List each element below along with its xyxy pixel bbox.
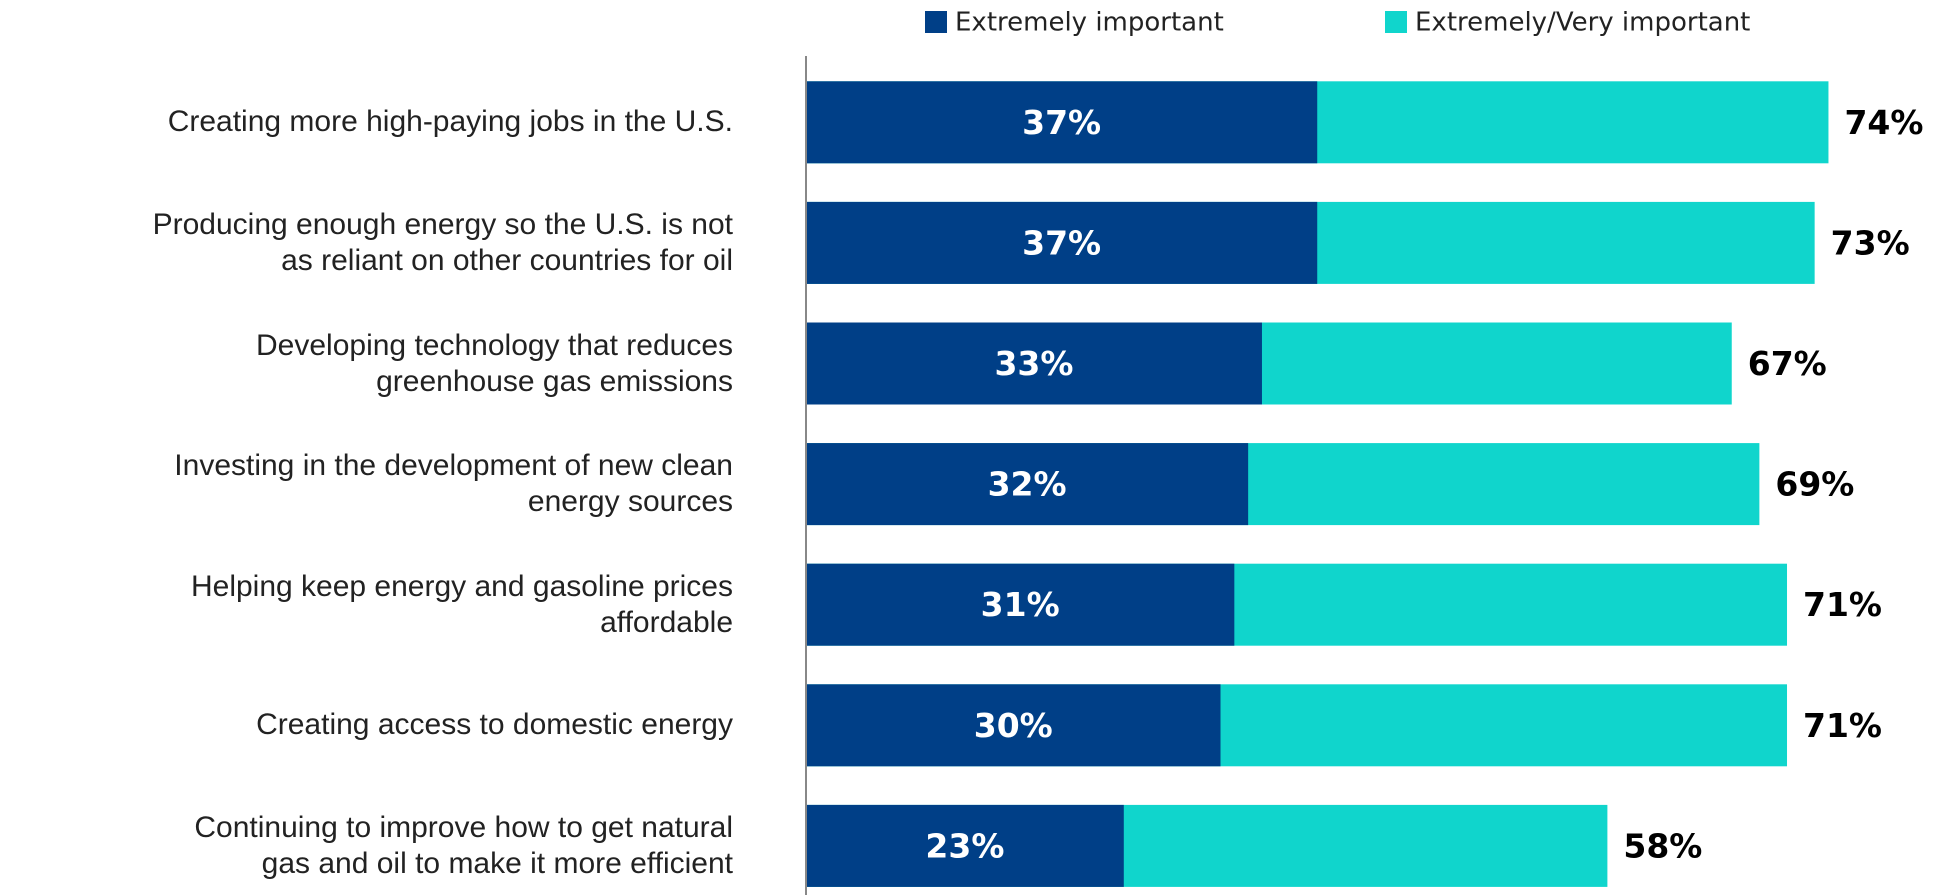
legend-label: Extremely/Very important — [1415, 8, 1750, 38]
category-label: Creating access to domestic energy — [256, 708, 733, 742]
bar — [806, 443, 1249, 526]
value-label: 69% — [1775, 465, 1854, 504]
legend-label: Extremely important — [955, 8, 1224, 38]
value-label: 32% — [988, 465, 1067, 504]
value-label: 37% — [1022, 103, 1101, 142]
category-label: Helping keep energy and gasoline prices … — [190, 569, 733, 639]
value-label: 58% — [1623, 826, 1702, 865]
value-label: 73% — [1831, 223, 1910, 262]
bar — [806, 563, 1235, 646]
bar — [806, 201, 1318, 284]
value-label: 67% — [1748, 344, 1827, 383]
value-label: 74% — [1844, 103, 1923, 142]
category-label: Investing in the development of new clea… — [174, 449, 733, 519]
value-label: 30% — [974, 706, 1053, 745]
legend-swatch — [925, 11, 947, 33]
value-label: 71% — [1803, 585, 1882, 624]
value-label: 37% — [1022, 223, 1101, 262]
category-label: Continuing to improve how to get natural… — [194, 810, 733, 880]
category-label: Creating more high-paying jobs in the U.… — [167, 105, 733, 139]
value-label: 31% — [981, 585, 1060, 624]
value-label: 71% — [1803, 706, 1882, 745]
bar — [806, 81, 1318, 164]
value-label: 33% — [994, 344, 1073, 383]
category-label: Producing enough energy so the U.S. is n… — [152, 207, 733, 277]
bar — [806, 804, 1124, 887]
value-label: 23% — [925, 826, 1004, 865]
category-label: Developing technology that reduces green… — [256, 328, 733, 398]
bar — [806, 684, 1221, 767]
legend-swatch — [1385, 11, 1407, 33]
bar — [806, 322, 1262, 405]
